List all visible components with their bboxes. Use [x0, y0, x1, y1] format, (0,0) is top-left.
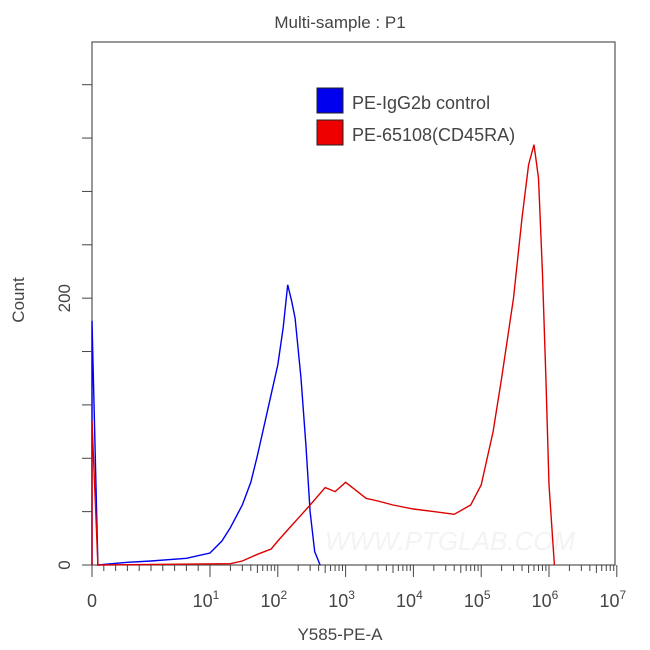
x-tick-base: 10: [193, 591, 213, 611]
x-tick-base: 0: [87, 591, 97, 611]
x-tick-label: 107: [599, 588, 626, 611]
x-tick-base: 10: [599, 591, 619, 611]
x-tick-exponent: 1: [213, 588, 220, 602]
x-tick-base: 10: [328, 591, 348, 611]
y-axis-label: Count: [9, 277, 28, 323]
x-tick-label: 0: [87, 591, 97, 611]
y-tick-label: 200: [55, 284, 74, 312]
x-tick-label: 101: [193, 588, 220, 611]
x-tick-label: 102: [260, 588, 287, 611]
x-tick-exponent: 5: [484, 588, 491, 602]
x-tick-exponent: 6: [552, 588, 559, 602]
x-tick-label: 104: [396, 588, 423, 611]
x-tick-exponent: 4: [416, 588, 423, 602]
x-tick-base: 10: [532, 591, 552, 611]
series-layer: [91, 144, 556, 566]
y-axis: 0 200: [55, 84, 92, 570]
watermark: WWW.PTGLAB.COM: [325, 526, 576, 556]
series-line-1: [91, 144, 556, 566]
x-tick-base: 10: [396, 591, 416, 611]
legend-label-control: PE-IgG2b control: [352, 93, 490, 113]
legend: PE-IgG2b control PE-65108(CD45RA): [316, 87, 515, 146]
plot-frame: [91, 41, 616, 566]
legend-swatch-control: [316, 87, 344, 114]
x-tick-label: 103: [328, 588, 355, 611]
x-tick-label: 105: [464, 588, 491, 611]
legend-swatch-cd45ra: [316, 119, 344, 146]
x-axis: 0 101 102 103 104 105 106 107: [87, 565, 626, 611]
x-tick-exponent: 7: [619, 588, 626, 602]
x-tick-base: 10: [260, 591, 280, 611]
x-tick-exponent: 3: [348, 588, 355, 602]
series-line-0: [91, 284, 321, 566]
y-tick-label: 0: [55, 560, 74, 569]
x-tick-base: 10: [464, 591, 484, 611]
x-tick-exponent: 2: [280, 588, 287, 602]
chart-title: Multi-sample : P1: [274, 13, 405, 32]
legend-label-cd45ra: PE-65108(CD45RA): [352, 125, 515, 145]
x-axis-label: Y585-PE-A: [297, 625, 383, 644]
x-tick-label: 106: [532, 588, 559, 611]
